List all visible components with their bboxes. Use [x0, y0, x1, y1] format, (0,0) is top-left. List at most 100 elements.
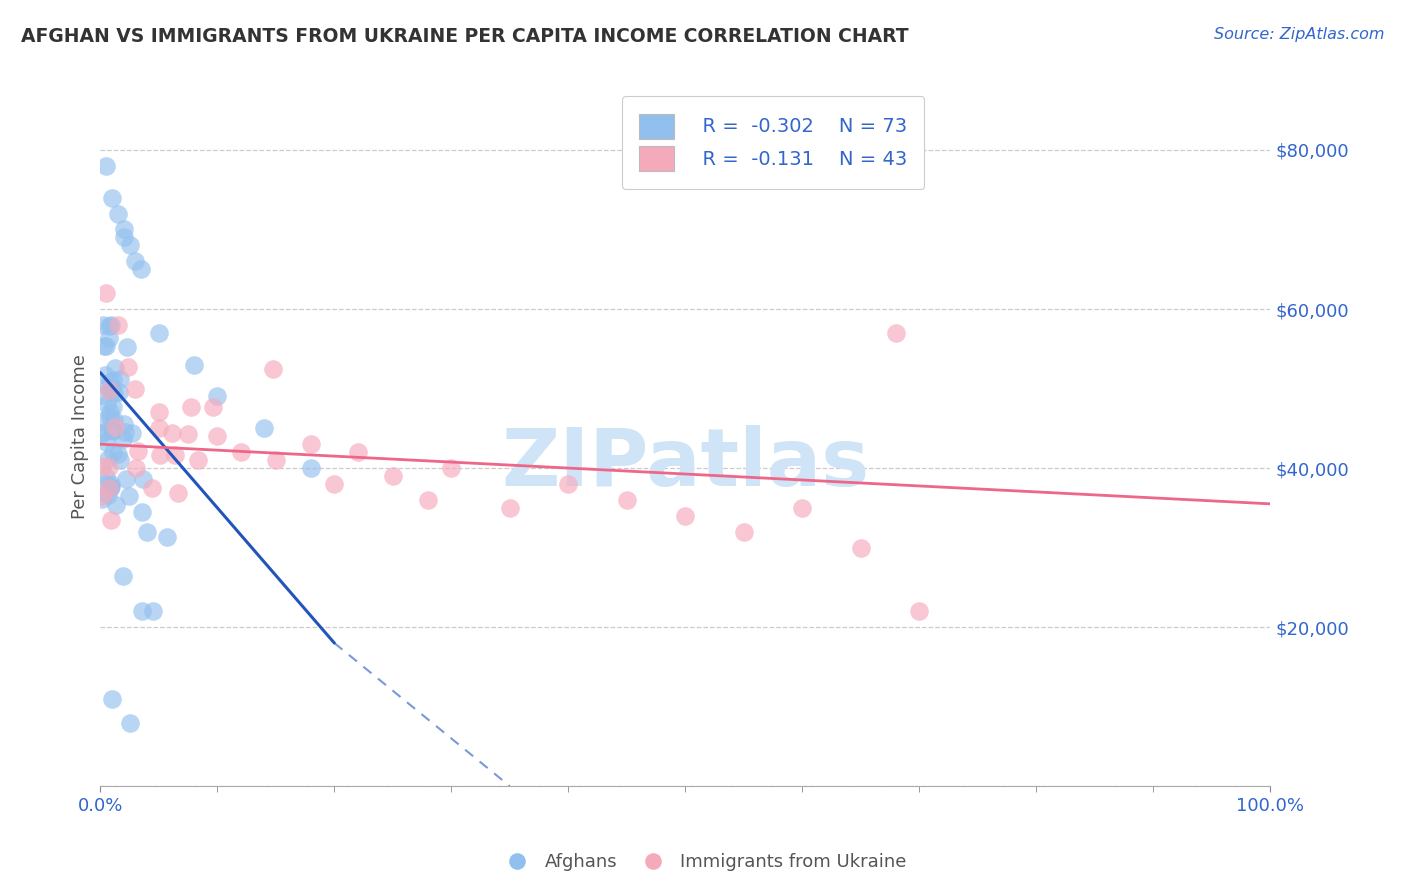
Point [323, 477, 346, 491]
Point [114, 425, 136, 439]
Point [97, 380, 120, 394]
Point [207, 429, 229, 443]
Point [416, 492, 439, 507]
Point [97, 488, 120, 502]
Point [96, 159, 118, 173]
Point [100, 480, 122, 494]
Text: ZIPatlas: ZIPatlas [501, 425, 869, 503]
Point [97, 331, 120, 345]
Point [156, 531, 179, 545]
Point [91, 458, 114, 473]
Point [111, 568, 134, 582]
Point [112, 230, 135, 244]
Text: Source: ZipAtlas.com: Source: ZipAtlas.com [1215, 27, 1385, 42]
Point [180, 401, 202, 415]
Point [148, 405, 170, 419]
Point [97, 459, 120, 474]
Point [101, 383, 124, 397]
Point [94, 435, 117, 450]
Point [201, 401, 224, 415]
Point [183, 358, 205, 372]
Point [141, 481, 163, 495]
Point [103, 445, 125, 459]
Point [264, 453, 287, 467]
Point [163, 448, 186, 462]
Point [104, 360, 127, 375]
Point [125, 461, 148, 475]
Point [142, 604, 165, 618]
Point [131, 604, 153, 618]
Point [118, 238, 141, 252]
Point [90, 426, 112, 441]
Point [131, 472, 153, 486]
Point [107, 318, 129, 332]
Point [98, 409, 121, 424]
Point [115, 472, 138, 486]
Point [262, 361, 284, 376]
Point [105, 499, 128, 513]
Point [346, 445, 368, 459]
Point [93, 476, 115, 491]
Point [110, 453, 132, 467]
Point [104, 420, 127, 434]
Text: AFGHAN VS IMMIGRANTS FROM UKRAINE PER CAPITA INCOME CORRELATION CHART: AFGHAN VS IMMIGRANTS FROM UKRAINE PER CA… [21, 27, 908, 45]
Point [207, 389, 229, 403]
Point [131, 505, 153, 519]
Point [849, 541, 872, 555]
Point [115, 340, 138, 354]
Point [96, 286, 118, 301]
Point [499, 500, 522, 515]
Point [101, 191, 124, 205]
Point [117, 359, 139, 374]
Point [103, 412, 125, 426]
Point [440, 461, 463, 475]
Point [733, 524, 755, 539]
Point [381, 469, 404, 483]
Point [93, 425, 115, 439]
Point [149, 449, 172, 463]
Legend:   R =  -0.302    N = 73,   R =  -0.131    N = 43: R = -0.302 N = 73, R = -0.131 N = 43 [621, 96, 924, 189]
Point [112, 417, 135, 431]
Point [176, 426, 198, 441]
Point [93, 339, 115, 353]
Point [124, 254, 146, 268]
Point [792, 500, 814, 515]
Point [91, 318, 114, 332]
Point [100, 318, 122, 332]
Point [187, 452, 209, 467]
Point [100, 423, 122, 437]
Point [229, 445, 252, 459]
Point [136, 524, 159, 539]
Point [98, 383, 121, 397]
Point [101, 691, 124, 706]
Point [103, 386, 125, 401]
Point [118, 715, 141, 730]
Point [148, 421, 170, 435]
Point [91, 489, 114, 503]
Point [112, 222, 135, 236]
Point [101, 373, 124, 387]
Point [103, 400, 125, 414]
Point [299, 437, 322, 451]
Legend: Afghans, Immigrants from Ukraine: Afghans, Immigrants from Ukraine [492, 847, 914, 879]
Point [90, 388, 112, 402]
Point [108, 385, 131, 400]
Point [100, 405, 122, 419]
Point [97, 318, 120, 333]
Point [160, 425, 183, 440]
Y-axis label: Per Capita Income: Per Capita Income [72, 354, 89, 518]
Point [90, 414, 112, 428]
Point [129, 262, 152, 277]
Point [127, 443, 149, 458]
Point [124, 382, 146, 396]
Point [253, 421, 276, 435]
Point [94, 338, 117, 352]
Point [98, 375, 121, 389]
Point [96, 470, 118, 484]
Point [299, 461, 322, 475]
Point [107, 206, 129, 220]
Point [94, 368, 117, 382]
Point [98, 481, 121, 495]
Point [121, 426, 143, 441]
Point [673, 508, 696, 523]
